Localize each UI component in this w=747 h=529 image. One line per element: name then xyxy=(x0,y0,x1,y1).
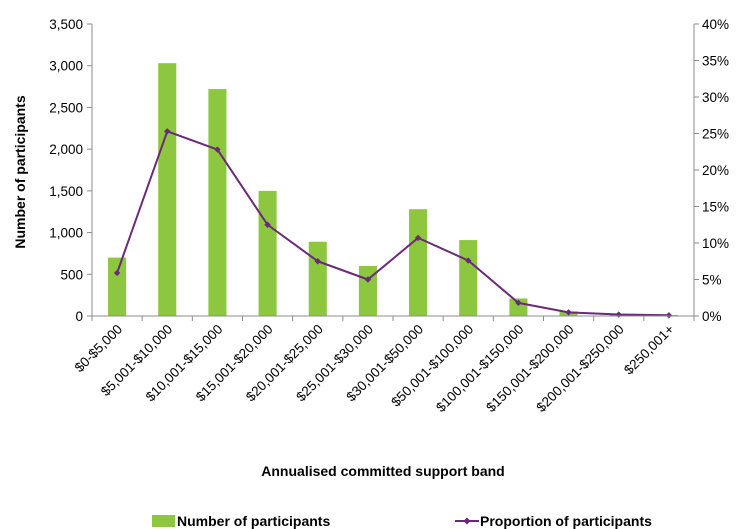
line-point xyxy=(164,128,171,135)
legend: Number of participants Proportion of par… xyxy=(152,513,652,529)
x-tick-label: $150,001-$200,000 xyxy=(483,322,576,415)
legend-swatch-marker xyxy=(463,517,471,525)
x-axis: $0-$5,000$5,001-$10,000$10,001-$15,000$1… xyxy=(72,315,695,415)
line-point xyxy=(615,311,622,318)
line-point xyxy=(264,221,271,228)
bar xyxy=(208,89,227,317)
line-point xyxy=(515,299,522,307)
y-axis-title: Number of participants xyxy=(12,95,28,248)
x-tick-label: $250,001+ xyxy=(621,321,677,377)
line-point xyxy=(214,146,221,153)
y-tick-label-right: 5% xyxy=(702,273,722,288)
line-point xyxy=(314,258,321,265)
y-tick-label-left: 3,500 xyxy=(49,17,83,32)
y-axis-right: 0% 5% 10% 15% 20% 25% 30% 35% 40% xyxy=(693,17,729,324)
y-tick-label-right: 35% xyxy=(702,54,729,69)
y-tick-label-left: 1,000 xyxy=(49,226,83,241)
bar xyxy=(459,240,478,316)
bar xyxy=(258,190,277,316)
y-tick-label-left: 500 xyxy=(60,267,83,282)
bar xyxy=(108,257,127,316)
bar xyxy=(409,209,428,316)
y-tick-label-left: 1,500 xyxy=(49,184,83,199)
x-tick-label: $0-$5,000 xyxy=(72,322,126,376)
x-axis-title: Annualised committed support band xyxy=(261,463,504,479)
y-tick-label-left: 2,500 xyxy=(49,100,83,115)
bar xyxy=(158,63,177,317)
x-tick-label: $200,001-$250,000 xyxy=(533,322,626,415)
y-tick-label-right: 40% xyxy=(702,17,729,32)
series-line xyxy=(116,130,669,317)
y-axis-left: 0 500 1,000 1,500 2,000 2,500 3,000 3,500 xyxy=(49,17,93,324)
y-tick-label-right: 15% xyxy=(702,200,729,215)
y-tick-label-left: 2,000 xyxy=(49,142,83,157)
line-point xyxy=(364,276,372,283)
y-tick-label-right: 20% xyxy=(702,163,729,178)
line-point xyxy=(414,234,422,242)
line-point xyxy=(113,269,121,277)
y-tick-label-left: 0 xyxy=(75,309,83,324)
y-tick-label-right: 10% xyxy=(702,236,729,251)
line-series xyxy=(113,128,673,319)
line-point xyxy=(465,257,472,264)
y-tick-label-right: 0% xyxy=(702,309,722,324)
bar xyxy=(308,241,327,316)
line-point xyxy=(565,309,572,316)
legend-label-line: Proportion of participants xyxy=(480,513,652,529)
legend-label-bars: Number of participants xyxy=(177,513,330,529)
legend-swatch-bars xyxy=(152,515,175,527)
x-tick-label: $100,001-$150,000 xyxy=(433,322,526,415)
y-tick-label-left: 3,000 xyxy=(49,59,83,74)
y-tick-label-right: 25% xyxy=(702,127,729,142)
line-point xyxy=(665,312,673,319)
bar-series xyxy=(108,63,678,317)
y-tick-label-right: 30% xyxy=(702,90,729,105)
